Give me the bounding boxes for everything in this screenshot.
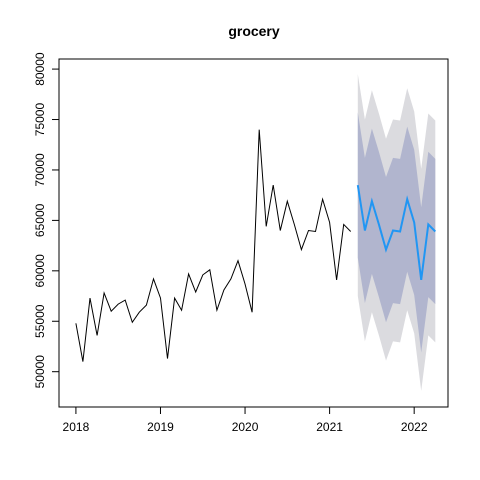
x-axis: 2018 2019 2020 2021 2022 (63, 406, 428, 434)
x-tick-label: 2021 (316, 420, 343, 434)
y-axis: 50000 55000 60000 65000 70000 75000 80000 (33, 52, 60, 389)
plot-area (75, 74, 437, 391)
y-tick-label: 55000 (33, 304, 47, 338)
y-tick-label: 65000 (33, 203, 47, 237)
x-tick-label: 2018 (63, 420, 90, 434)
y-tick-label: 70000 (33, 153, 47, 187)
observed-series-line (75, 129, 352, 362)
x-tick-label: 2020 (232, 420, 259, 434)
y-tick-label: 50000 (33, 355, 47, 389)
prediction-interval-80-band (357, 112, 436, 353)
y-tick-label: 80000 (33, 52, 47, 86)
forecast-series-line (356, 184, 437, 281)
y-tick-label: 75000 (33, 103, 47, 137)
x-tick-label: 2019 (147, 420, 174, 434)
x-tick-label: 2022 (401, 420, 428, 434)
chart-title: grocery (228, 23, 280, 39)
y-tick-label: 60000 (33, 254, 47, 288)
